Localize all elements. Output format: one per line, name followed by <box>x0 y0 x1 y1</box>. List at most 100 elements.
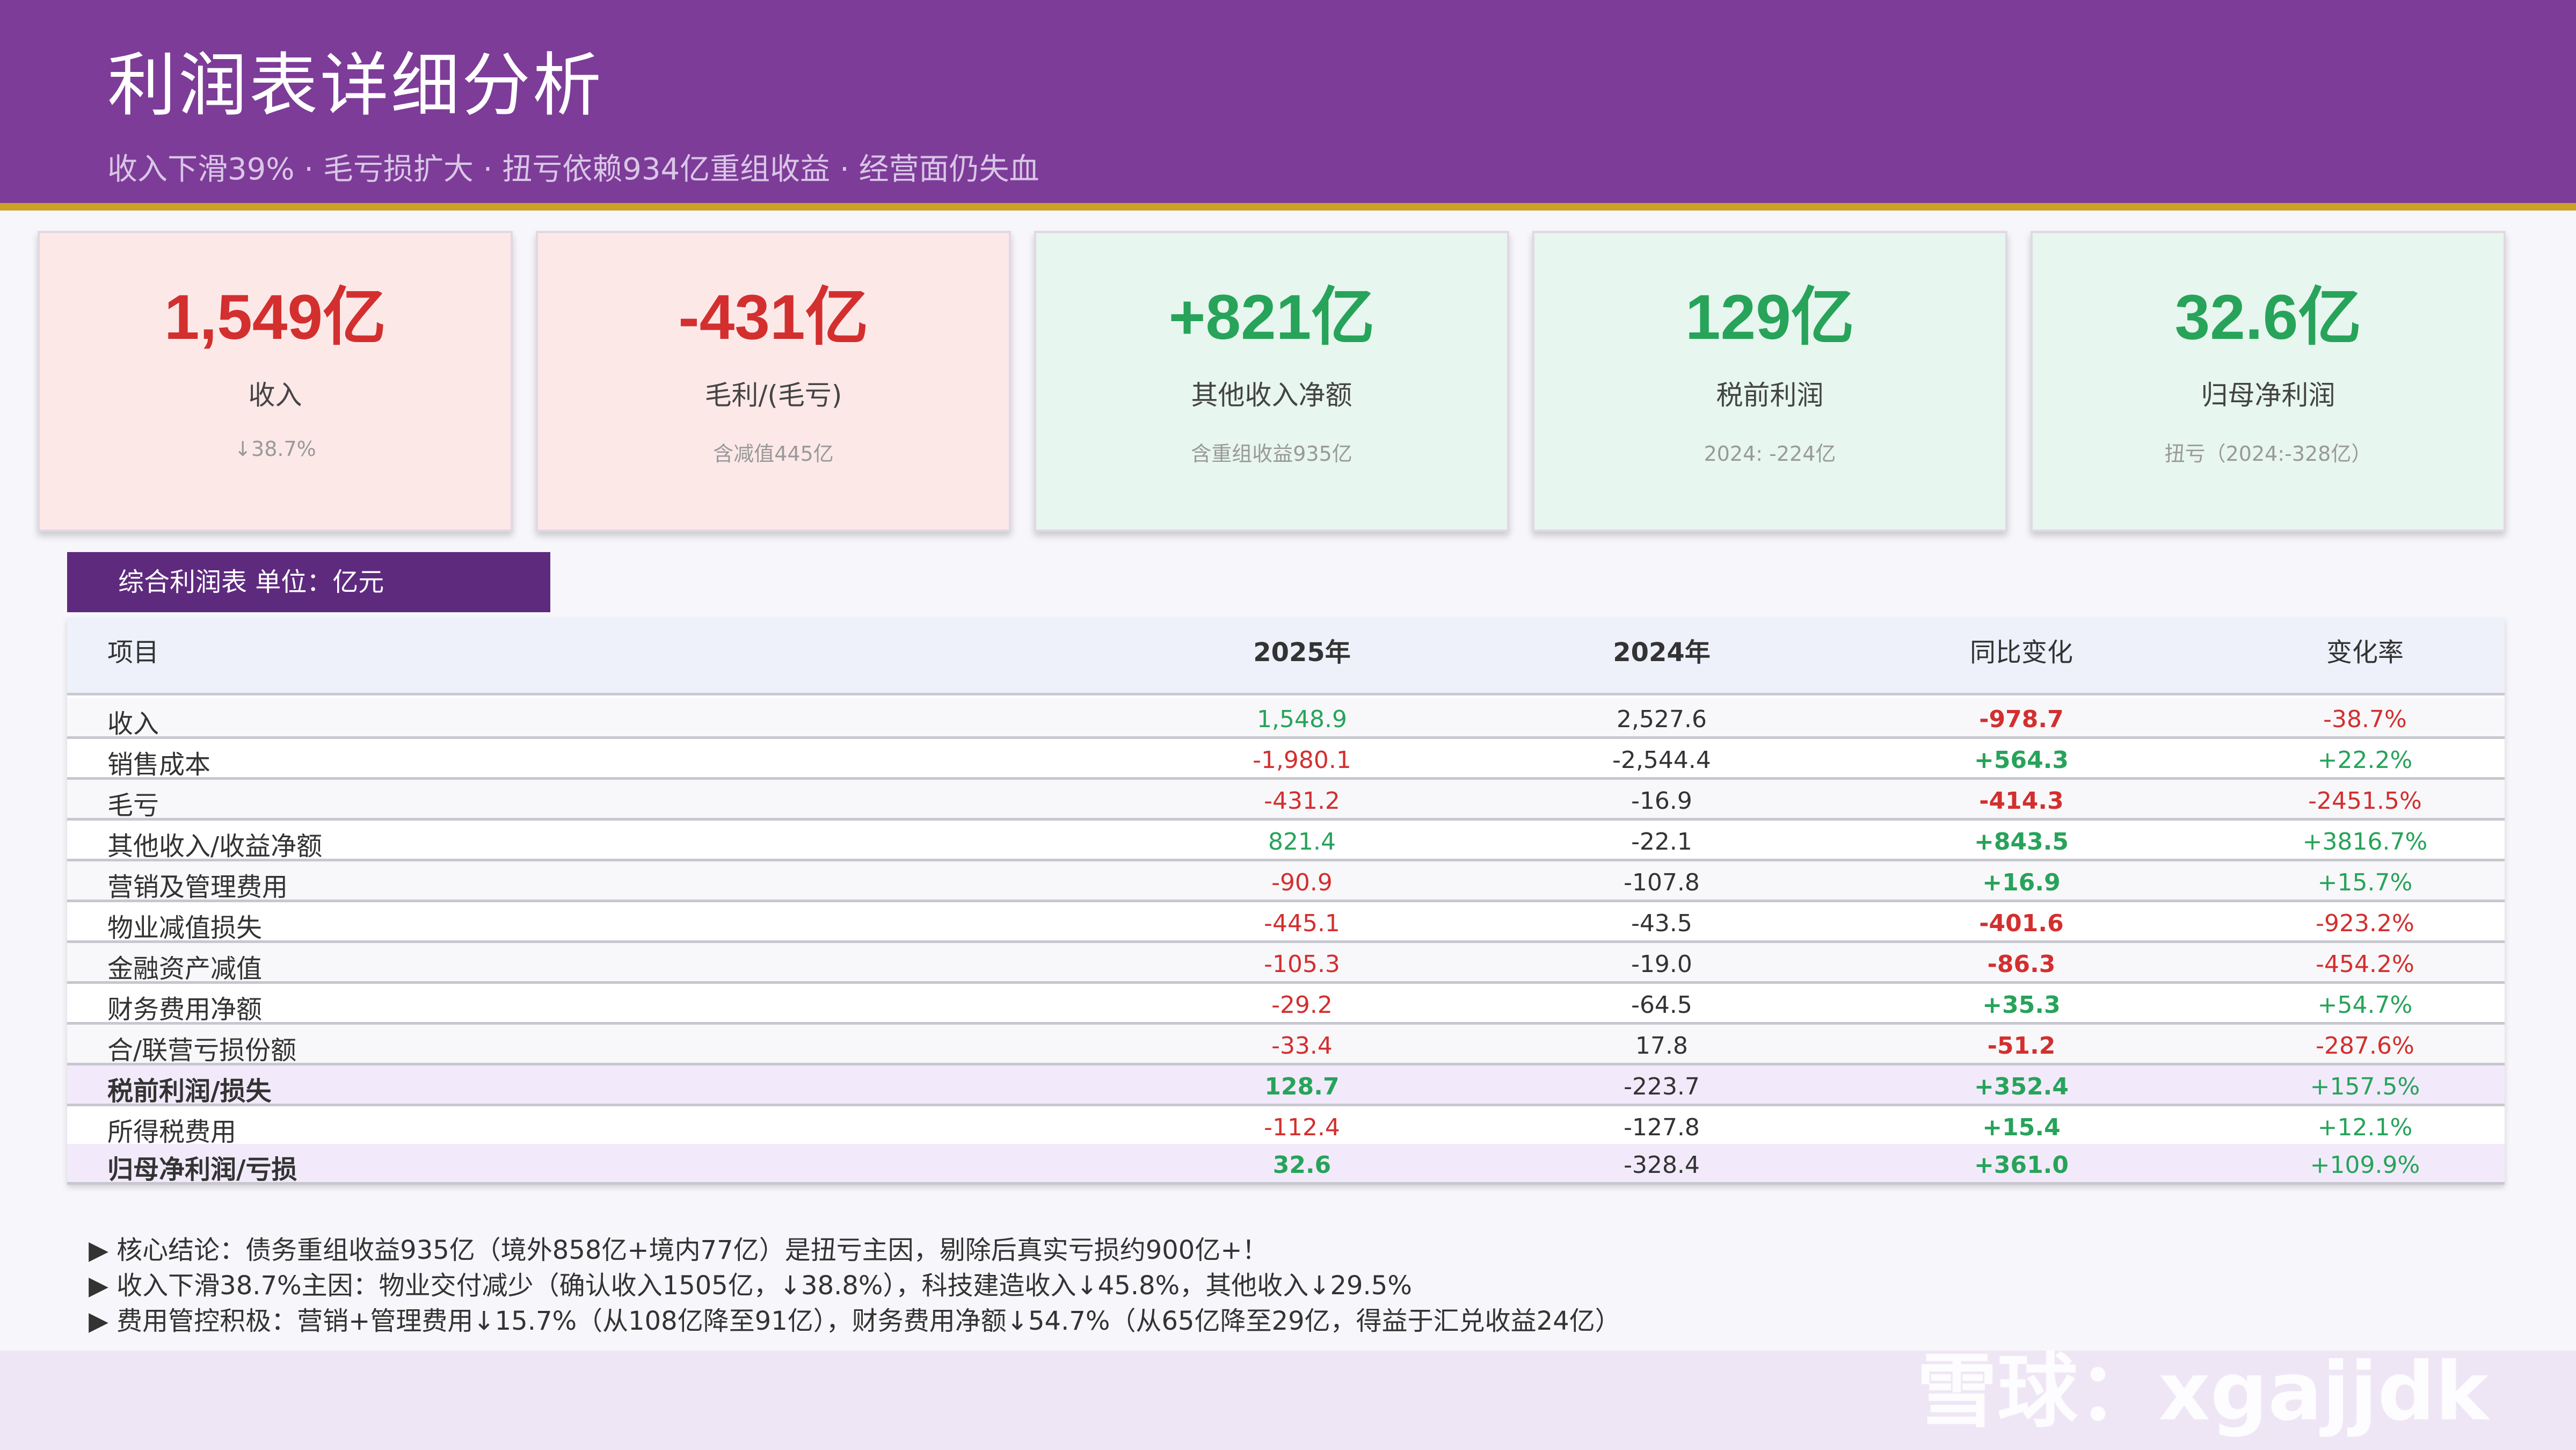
table-row: 税前利润/损失 128.7 -223.7 +352.4 +157.5% <box>67 1065 2505 1106</box>
header-2024: 2024年 <box>1613 637 1711 668</box>
row-rate: -454.2% <box>2316 951 2414 978</box>
kpi-card-pretax-profit: 129亿 税前利润 2024: -224亿 <box>1532 231 2007 532</box>
row-2025: 32.6 <box>1272 1151 1331 1179</box>
table-row: 物业减值损失 -445.1 -43.5 -401.6 -923.2% <box>67 902 2505 943</box>
row-yoy: -51.2 <box>1987 1032 2056 1060</box>
kpi-card-net-profit: 32.6亿 归母净利润 扭亏（2024:-328亿） <box>2031 231 2506 532</box>
row-2024: 17.8 <box>1635 1032 1688 1060</box>
row-yoy: -978.7 <box>1979 706 2064 733</box>
kpi-label: 收入 <box>248 380 302 411</box>
row-item: 物业减值损失 <box>107 913 263 943</box>
header-2025: 2025年 <box>1253 637 1351 668</box>
row-rate: -923.2% <box>2316 910 2414 937</box>
kpi-label: 其他收入净额 <box>1191 380 1352 411</box>
row-rate: -38.7% <box>2323 706 2407 733</box>
row-item: 金融资产减值 <box>107 954 263 984</box>
kpi-label: 毛利/(毛亏) <box>704 380 842 411</box>
row-yoy: -414.3 <box>1979 787 2064 815</box>
table-row: 归母净利润/亏损 32.6 -328.4 +361.0 +109.9% <box>67 1144 2505 1185</box>
row-item: 合/联营亏损份额 <box>107 1035 297 1065</box>
watermark-logo: 雪球：xgajjdk <box>1917 1345 2489 1439</box>
row-yoy: +564.3 <box>1974 746 2069 774</box>
row-rate: -2451.5% <box>2308 787 2422 815</box>
row-rate: +12.1% <box>2317 1114 2413 1141</box>
row-rate: -287.6% <box>2316 1032 2414 1060</box>
note-line: ▶ 核心结论：债务重组收益935亿（境外858亿+境内77亿）是扭亏主因，剔除后… <box>89 1235 1268 1265</box>
income-statement-table: 项目 2025年 2024年 同比变化 变化率 收入 1,548.9 2,527… <box>67 618 2505 1185</box>
table-row: 财务费用净额 -29.2 -64.5 +35.3 +54.7% <box>67 984 2505 1025</box>
kpi-note: 扭亏（2024:-328亿） <box>2164 442 2372 466</box>
row-2024: -22.1 <box>1631 828 1692 856</box>
kpi-cards: 1,549亿 收入 ↓38.7% -431亿 毛利/(毛亏) 含减值445亿 +… <box>38 231 2507 532</box>
table-row: 合/联营亏损份额 -33.4 17.8 -51.2 -287.6% <box>67 1025 2505 1065</box>
row-yoy: +843.5 <box>1974 828 2069 856</box>
row-yoy: +15.4 <box>1982 1114 2061 1141</box>
row-2024: -64.5 <box>1631 991 1692 1019</box>
table-row: 收入 1,548.9 2,527.6 -978.7 -38.7% <box>67 698 2505 739</box>
row-yoy: +361.0 <box>1974 1151 2069 1179</box>
kpi-note: 含重组收益935亿 <box>1191 442 1352 466</box>
row-2025: -105.3 <box>1264 951 1340 978</box>
row-item: 销售成本 <box>107 750 211 780</box>
row-rate: +109.9% <box>2310 1151 2420 1179</box>
kpi-label: 税前利润 <box>1716 380 1824 411</box>
table-row: 营销及管理费用 -90.9 -107.8 +16.9 +15.7% <box>67 861 2505 902</box>
footer-band <box>0 1351 2576 1450</box>
row-2025: -33.4 <box>1271 1032 1333 1060</box>
row-2024: -43.5 <box>1631 910 1692 937</box>
row-rate: +3816.7% <box>2302 828 2428 856</box>
row-2025: -90.9 <box>1271 869 1333 896</box>
row-item: 营销及管理费用 <box>107 872 288 902</box>
row-2025: -445.1 <box>1264 910 1340 937</box>
row-2025: -112.4 <box>1264 1114 1340 1141</box>
table-row: 毛亏 -431.2 -16.9 -414.3 -2451.5% <box>67 780 2505 821</box>
row-2025: 1,548.9 <box>1257 706 1347 733</box>
row-item: 所得税费用 <box>107 1117 237 1147</box>
header-rate: 变化率 <box>2326 637 2404 668</box>
row-2024: -2,544.4 <box>1612 746 1711 774</box>
kpi-label: 归母净利润 <box>2201 380 2335 411</box>
table-row: 销售成本 -1,980.1 -2,544.4 +564.3 +22.2% <box>67 739 2505 780</box>
note-line: ▶ 收入下滑38.7%主因：物业交付减少（确认收入1505亿，↓38.8%），科… <box>89 1271 1412 1301</box>
kpi-note: 含减值445亿 <box>713 442 834 466</box>
page-title: 利润表详细分析 <box>107 46 604 126</box>
row-2024: -107.8 <box>1624 869 1700 896</box>
row-2024: -223.7 <box>1624 1073 1700 1100</box>
row-item: 财务费用净额 <box>107 995 263 1025</box>
row-yoy: +352.4 <box>1974 1073 2069 1100</box>
table-row: 金融资产减值 -105.3 -19.0 -86.3 -454.2% <box>67 943 2505 984</box>
row-2025: -1,980.1 <box>1253 746 1351 774</box>
row-yoy: -86.3 <box>1987 951 2056 978</box>
kpi-value: 129亿 <box>1685 282 1854 353</box>
row-item: 税前利润/损失 <box>107 1076 272 1106</box>
conclusion-notes: ▶ 核心结论：债务重组收益935亿（境外858亿+境内77亿）是扭亏主因，剔除后… <box>89 1233 1621 1339</box>
kpi-value: +821亿 <box>1168 282 1375 353</box>
row-yoy: -401.6 <box>1979 910 2064 937</box>
row-rate: +15.7% <box>2317 869 2413 896</box>
row-2024: -127.8 <box>1624 1114 1700 1141</box>
row-yoy: +35.3 <box>1982 991 2061 1019</box>
row-2024: 2,527.6 <box>1617 706 1707 733</box>
table-row: 其他收入/收益净额 821.4 -22.1 +843.5 +3816.7% <box>67 821 2505 861</box>
kpi-value: 1,549亿 <box>164 282 387 353</box>
row-rate: +54.7% <box>2317 991 2413 1019</box>
row-rate: +157.5% <box>2310 1073 2420 1100</box>
page-subtitle: 收入下滑39% · 毛亏损扩大 · 扭亏依赖934亿重组收益 · 经营面仍失血 <box>107 152 1039 187</box>
header-banner: 利润表详细分析 收入下滑39% · 毛亏损扩大 · 扭亏依赖934亿重组收益 ·… <box>0 0 2576 211</box>
row-item: 收入 <box>107 709 159 739</box>
row-2025: 128.7 <box>1264 1073 1340 1100</box>
row-2025: -431.2 <box>1264 787 1340 815</box>
row-2024: -328.4 <box>1624 1151 1700 1179</box>
kpi-note: ↓38.7% <box>234 437 316 461</box>
row-item: 毛亏 <box>107 791 159 821</box>
row-yoy: +16.9 <box>1982 869 2061 896</box>
table-header: 项目 2025年 2024年 同比变化 变化率 <box>67 618 2505 695</box>
header-item: 项目 <box>107 637 159 668</box>
kpi-card-other-income: +821亿 其他收入净额 含重组收益935亿 <box>1034 231 1509 532</box>
kpi-note: 2024: -224亿 <box>1704 442 1836 466</box>
kpi-value: 32.6亿 <box>2174 282 2362 353</box>
kpi-card-gross-profit: -431亿 毛利/(毛亏) 含减值445亿 <box>536 231 1011 532</box>
row-item: 归母净利润/亏损 <box>107 1155 297 1185</box>
note-line: ▶ 费用管控积极：营销+管理费用↓15.7%（从108亿降至91亿），财务费用净… <box>89 1306 1621 1336</box>
table-row: 所得税费用 -112.4 -127.8 +15.4 +12.1% <box>67 1106 2505 1147</box>
